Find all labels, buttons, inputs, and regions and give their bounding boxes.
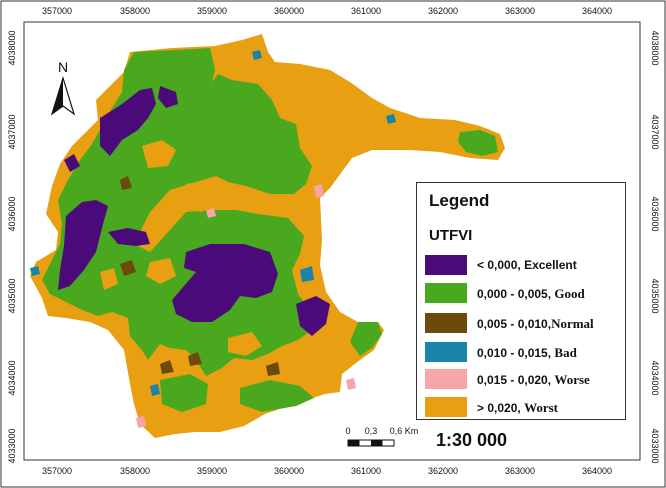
bottom-tick-363000: 363000 (505, 466, 535, 476)
legend-swatch-worst (425, 397, 467, 417)
top-tick-362000: 362000 (428, 6, 458, 16)
top-tick-358000: 358000 (120, 6, 150, 16)
legend-class-worst: Worst (524, 400, 559, 415)
scale-tick-0-3: 0,3 (365, 426, 378, 436)
region-excellent-nw (64, 154, 80, 172)
region-bad-3 (150, 384, 160, 396)
region-bad-5 (386, 114, 396, 124)
bottom-tick-358000: 358000 (120, 466, 150, 476)
legend-class-normal: Normal (551, 316, 594, 331)
region-normal-5 (266, 362, 280, 376)
top-tick-359000: 359000 (197, 6, 227, 16)
legend-swatch-excellent (425, 255, 467, 275)
legend-class-good: Good (554, 286, 585, 301)
left-tick-4037000: 4037000 (7, 114, 17, 149)
right-tick-4037000: 4037000 (650, 114, 660, 149)
region-excellent-east (296, 296, 330, 336)
legend-item-excellent: < 0,000, Excellent (425, 255, 625, 275)
right-y-ticks: 4038000 4037000 4036000 4035000 4034000 … (650, 30, 660, 463)
bottom-tick-362000: 362000 (428, 466, 458, 476)
region-excellent-mid (108, 228, 150, 246)
legend-item-worst: > 0,020, Worst (425, 397, 625, 417)
region-bad-6 (252, 50, 262, 60)
region-bad-4 (30, 266, 40, 276)
region-worse-2 (206, 208, 216, 218)
right-tick-4033000: 4033000 (650, 428, 660, 463)
left-y-ticks: 4038000 4037000 4036000 4035000 4034000 … (7, 30, 17, 463)
bottom-tick-357000: 357000 (42, 466, 72, 476)
left-tick-4033000: 4033000 (7, 428, 17, 463)
study-area-map (30, 34, 505, 438)
scale-tick-0: 0 (345, 426, 350, 436)
region-good-northeast (458, 130, 498, 156)
left-tick-4038000: 4038000 (7, 30, 17, 65)
bottom-x-ticks: 357000 358000 359000 360000 361000 36200… (42, 466, 612, 476)
scale-tick-0-6: 0,6 Km (390, 426, 419, 436)
bottom-tick-360000: 360000 (274, 466, 304, 476)
north-arrow: N (50, 59, 76, 116)
legend-subtitle: UTFVI (429, 227, 473, 244)
region-worse-3 (136, 416, 146, 428)
top-tick-361000: 361000 (351, 6, 381, 16)
legend-item-worse: 0,015 - 0,020, Worse (425, 369, 625, 389)
legend-class-bad: Bad (554, 345, 577, 360)
region-worst-inner-2 (146, 258, 176, 284)
left-tick-4036000: 4036000 (7, 196, 17, 231)
right-tick-4038000: 4038000 (650, 30, 660, 65)
scale-ratio: 1:30 000 (436, 430, 508, 450)
region-worse-1 (314, 184, 324, 198)
region-worst-inner-4 (142, 140, 176, 168)
scale-bar: 0 0,3 0,6 Km (345, 426, 419, 447)
left-tick-4035000: 4035000 (7, 278, 17, 313)
region-excellent-north (100, 88, 156, 156)
top-tick-357000: 357000 (42, 6, 72, 16)
legend-swatch-normal (425, 313, 467, 333)
region-good-lower (160, 374, 208, 412)
region-bad-1 (300, 266, 314, 282)
region-excellent-top (158, 86, 178, 108)
region-good-east (350, 322, 382, 356)
legend-range-worse: 0,015 - 0,020, (477, 373, 552, 387)
region-worst-inner-1 (184, 180, 226, 212)
legend-range-bad: 0,010 - 0,015, (477, 346, 552, 360)
legend-range-excellent: < 0,000, (477, 258, 521, 272)
north-label: N (58, 59, 68, 75)
right-tick-4034000: 4034000 (650, 360, 660, 395)
legend-item-bad: 0,010 - 0,015, Bad (425, 342, 625, 362)
region-normal-2 (120, 176, 132, 190)
region-normal-3 (188, 352, 202, 366)
legend-title: Legend (429, 191, 490, 210)
bottom-tick-364000: 364000 (582, 466, 612, 476)
legend-swatch-bad (425, 342, 467, 362)
top-tick-364000: 364000 (582, 6, 612, 16)
region-normal-1 (120, 260, 136, 276)
region-good-south (240, 380, 314, 412)
bottom-tick-361000: 361000 (351, 466, 381, 476)
bottom-tick-359000: 359000 (197, 466, 227, 476)
legend-swatch-good (425, 283, 467, 303)
legend-range-worst: > 0,020, (477, 401, 521, 415)
legend-item-normal: 0,005 - 0,010,Normal (425, 313, 625, 333)
legend-range-good: 0,000 - 0,005, (477, 287, 552, 301)
legend-range-normal: 0,005 - 0,010, (477, 317, 552, 331)
region-normal-4 (160, 360, 174, 374)
top-tick-360000: 360000 (274, 6, 304, 16)
left-tick-4034000: 4034000 (7, 360, 17, 395)
region-worst-inner-3 (228, 332, 262, 356)
top-tick-363000: 363000 (505, 6, 535, 16)
right-tick-4035000: 4035000 (650, 278, 660, 313)
legend-class-excellent: Excellent (524, 258, 577, 272)
region-worse-4 (346, 378, 356, 390)
region-excellent-center (172, 244, 278, 322)
legend-swatch-worse (425, 369, 467, 389)
right-tick-4036000: 4036000 (650, 196, 660, 231)
legend-class-worse: Worse (554, 372, 590, 387)
legend-item-good: 0,000 - 0,005, Good (425, 283, 625, 303)
region-worst-inner-5 (100, 268, 118, 290)
region-excellent-west (58, 200, 108, 290)
legend: Legend UTFVI < 0,000, Excellent 0,000 - … (416, 182, 626, 420)
top-x-ticks: 357000 358000 359000 360000 361000 36200… (42, 6, 612, 16)
